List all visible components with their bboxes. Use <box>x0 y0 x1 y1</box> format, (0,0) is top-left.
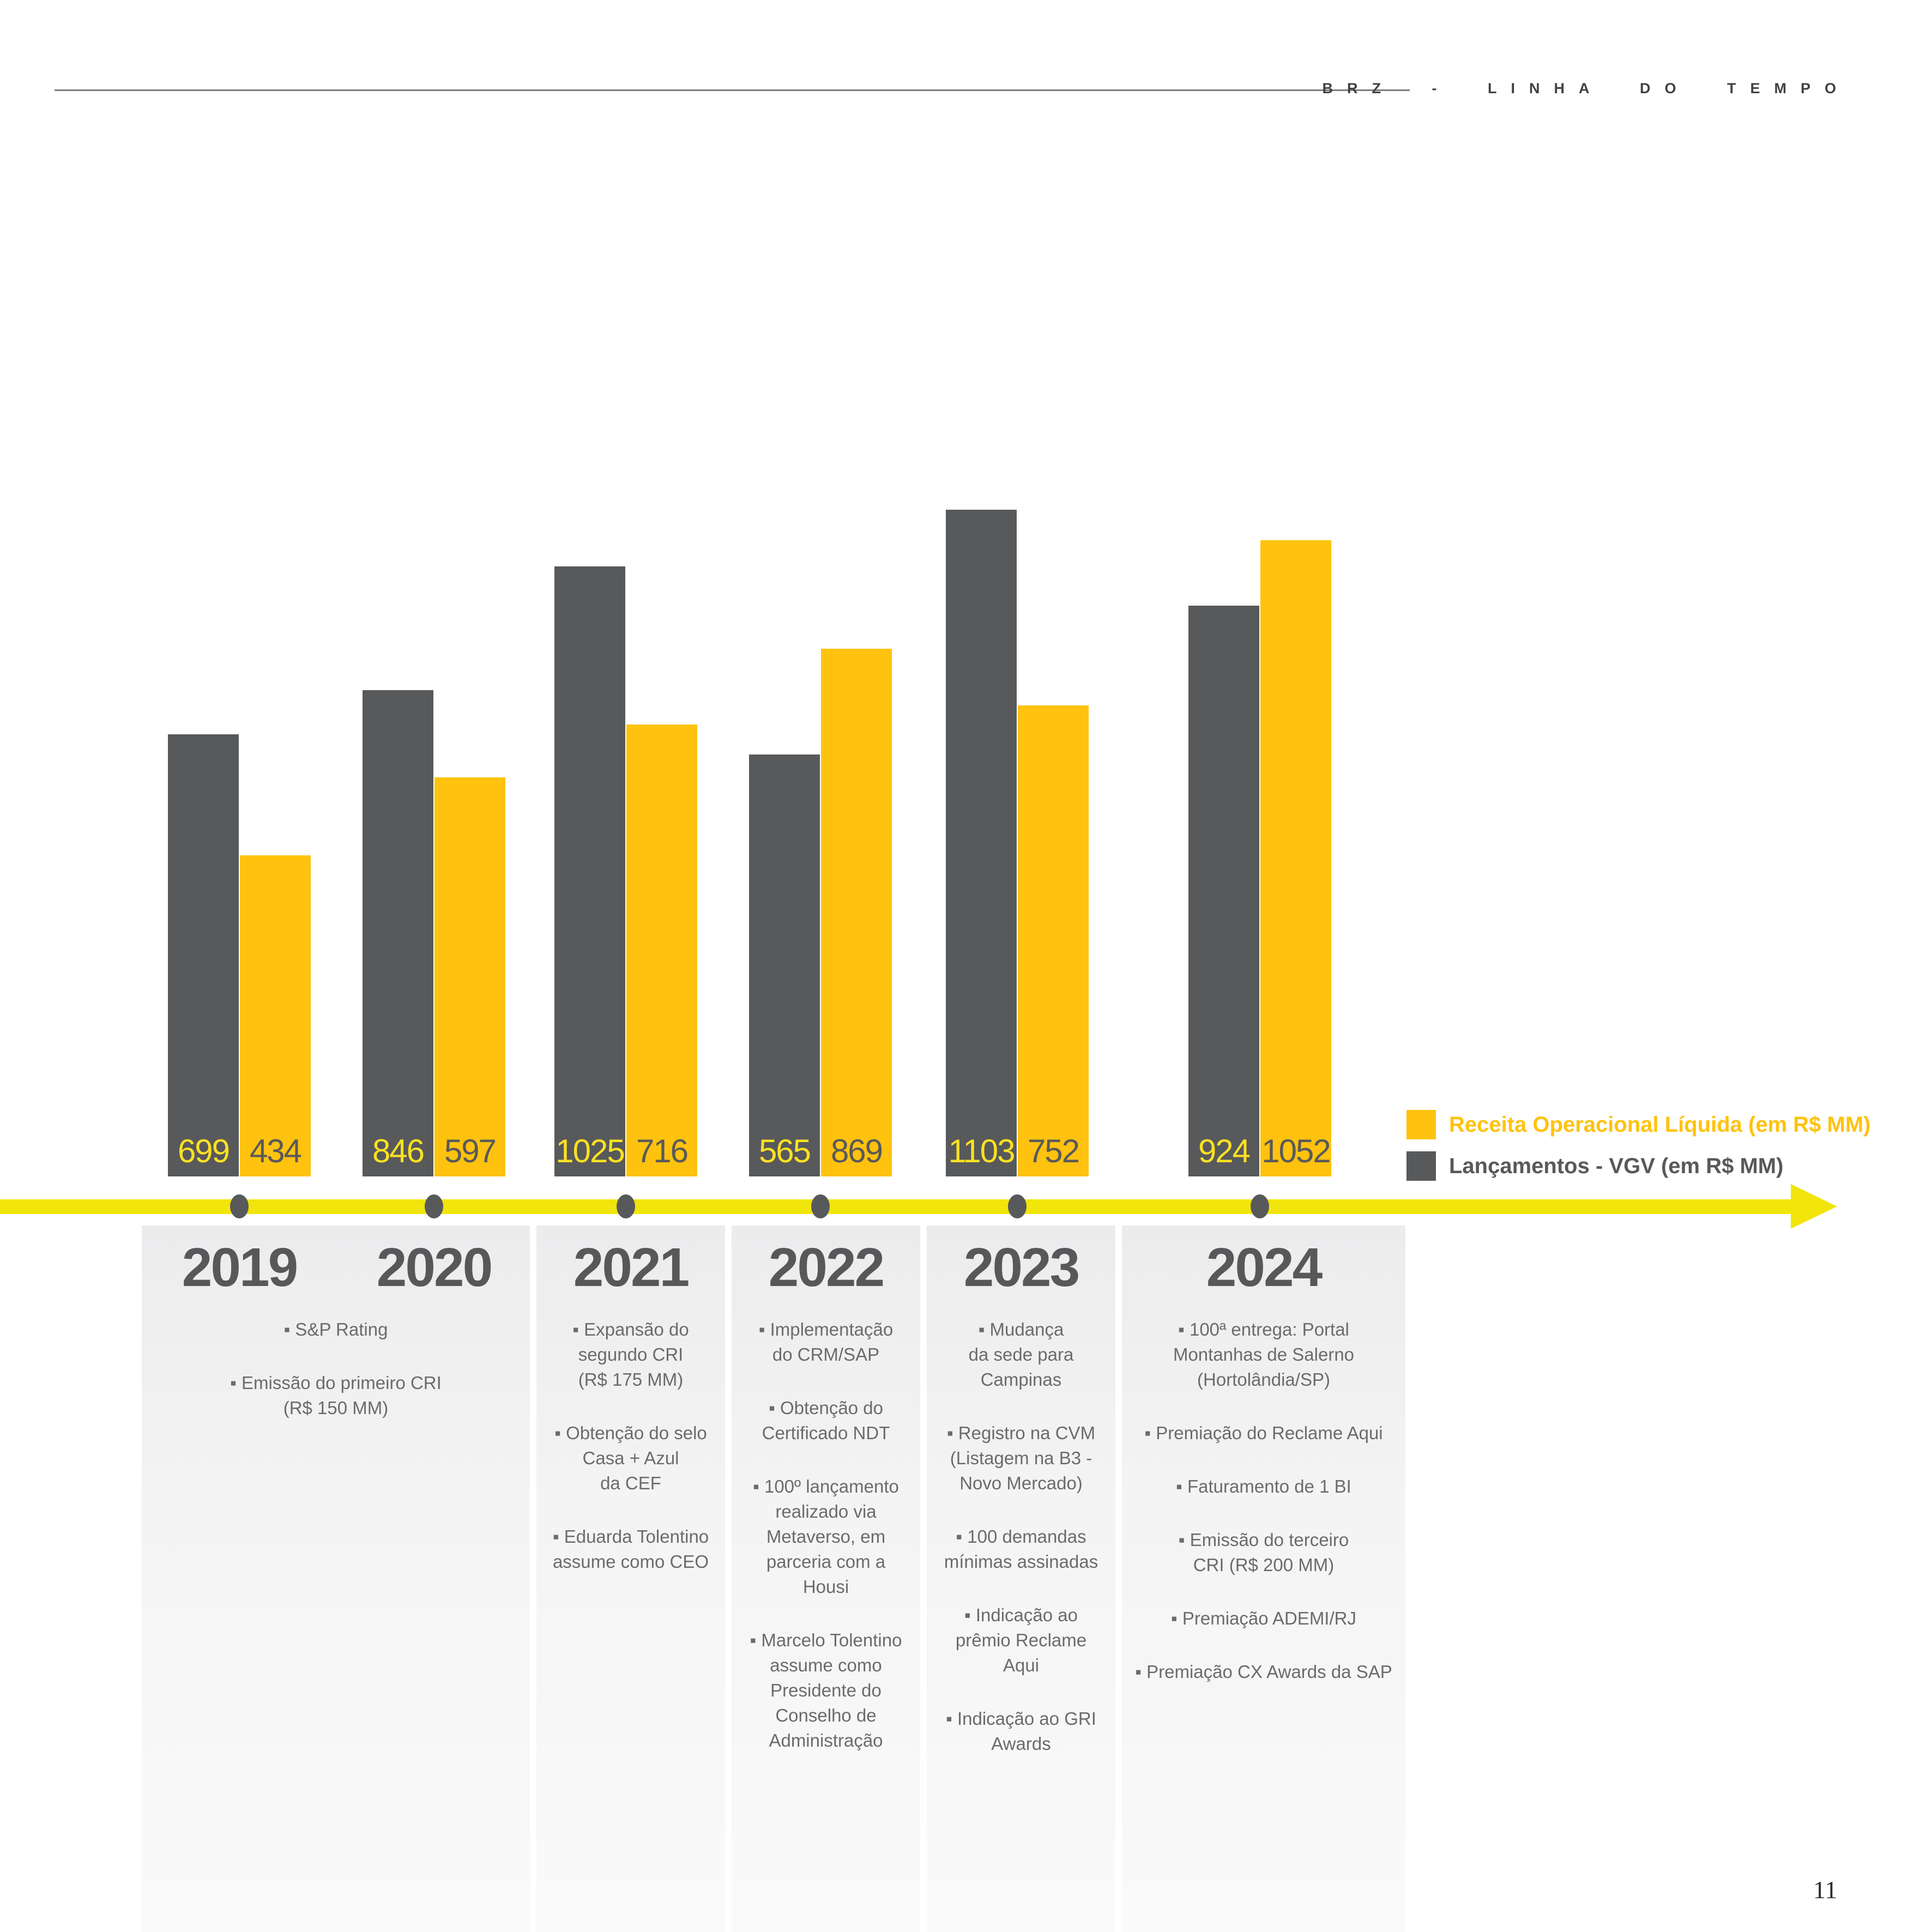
milestone-item: ▪ Obtenção do selo Casa + Azul da CEF <box>554 1423 707 1493</box>
milestone-item: ▪ Registro na CVM (Listagem na B3 - Novo… <box>946 1423 1096 1493</box>
bar-value-label: 597 <box>444 1133 497 1169</box>
chart-legend: Receita Operacional Líquida (em R$ MM) La… <box>1406 1110 1871 1193</box>
year-panel-2023: 2023 ▪ Mudança da sede para Campinas ▪ Reg… <box>927 1225 1115 1932</box>
vgv-bar-2020: 846 <box>363 690 433 1176</box>
vgv-bar-2024: 924 <box>1188 606 1259 1176</box>
receita-bar-2020: 597 <box>434 777 505 1176</box>
milestone-item: ▪ Expansão do segundo CRI (R$ 175 MM) <box>572 1319 689 1390</box>
bar-value-label: 434 <box>249 1133 302 1169</box>
bar-value-label: 565 <box>758 1133 811 1169</box>
milestone-item: ▪ Faturamento de 1 BI <box>1176 1476 1351 1496</box>
milestone-list: ▪ Implementação do CRM/SAP ▪ Obtenção do … <box>732 1317 920 1782</box>
vgv-bar-2021: 1025 <box>554 566 625 1176</box>
year-label-2022: 2022 <box>768 1237 885 1298</box>
timeline-dot-2020 <box>425 1194 443 1218</box>
milestone-list: ▪ Expansão do segundo CRI (R$ 175 MM) ▪ O… <box>536 1317 725 1603</box>
year-label-2024: 2024 <box>1206 1237 1323 1298</box>
milestone-item: ▪ Marcelo Tolentino assume como Presiden… <box>750 1630 902 1750</box>
year-label-2023: 2023 <box>963 1237 1080 1298</box>
milestone-item: ▪ S&P Rating <box>283 1319 388 1339</box>
year-label-2020: 2020 <box>376 1237 493 1298</box>
legend-label-receita: Receita Operacional Líquida (em R$ MM) <box>1449 1112 1871 1137</box>
page-title: BRZ - LINHA DO TEMPO <box>1322 80 1850 96</box>
receita-bar-2022: 869 <box>821 649 892 1176</box>
year-panel-2019-2020: 2019 2020 ▪ S&P Rating ▪ Emissão do primeir… <box>142 1225 530 1932</box>
header-rule <box>55 89 1410 91</box>
milestone-item: ▪ Indicação ao GRI Awards <box>946 1708 1096 1754</box>
timeline-arrowhead-icon <box>1791 1184 1837 1229</box>
legend-label-vgv: Lançamentos - VGV (em R$ MM) <box>1449 1154 1784 1178</box>
timeline-dot-2022 <box>811 1194 830 1218</box>
receita-bar-2023: 752 <box>1018 705 1089 1176</box>
timeline-dot-2021 <box>617 1194 635 1218</box>
bar-value-label: 846 <box>372 1133 425 1169</box>
bar-value-label: 924 <box>1198 1133 1251 1169</box>
vgv-bar-2019: 699 <box>168 734 239 1176</box>
receita-bar-2019: 434 <box>240 855 311 1176</box>
legend-swatch-receita <box>1406 1110 1436 1139</box>
milestone-item: ▪ 100 demandas mínimas assinadas <box>944 1526 1098 1572</box>
milestone-item: ▪ 100ª entrega: Portal Montanhas de Sale… <box>1173 1319 1355 1390</box>
bar-value-label: 752 <box>1027 1133 1080 1169</box>
milestone-item: ▪ Emissão do primeiro CRI (R$ 150 MM) <box>230 1373 442 1418</box>
legend-item-vgv: Lançamentos - VGV (em R$ MM) <box>1406 1151 1871 1181</box>
milestone-item: ▪ Obtenção do Certificado NDT <box>762 1398 890 1443</box>
timeline-dot-2024 <box>1251 1194 1269 1218</box>
vgv-bar-2023: 1103 <box>946 510 1017 1176</box>
year-panel-2024: 2024 ▪ 100ª entrega: Portal Montanhas de … <box>1122 1225 1405 1932</box>
vgv-bar-2022: 565 <box>749 754 820 1176</box>
bar-value-label: 1052 <box>1261 1133 1331 1169</box>
page-number: 11 <box>1813 1876 1838 1904</box>
year-panel-2021: 2021 ▪ Expansão do segundo CRI (R$ 175 MM… <box>536 1225 725 1932</box>
milestone-item: ▪ Eduarda Tolentino assume como CEO <box>552 1526 709 1572</box>
timeline-dot-2019 <box>230 1194 249 1218</box>
bar-value-label: 869 <box>830 1133 883 1169</box>
timeline-dot-2023 <box>1008 1194 1027 1218</box>
milestone-item: ▪ Mudança da sede para Campinas <box>968 1319 1074 1390</box>
bar-value-label: 716 <box>636 1133 689 1169</box>
bar-value-label: 1103 <box>948 1133 1015 1169</box>
legend-item-receita: Receita Operacional Líquida (em R$ MM) <box>1406 1110 1871 1139</box>
timeline-axis <box>0 1199 1791 1214</box>
year-label-2021: 2021 <box>573 1237 690 1298</box>
milestone-item: ▪ Premiação ADEMI/RJ <box>1171 1608 1356 1628</box>
milestone-item: ▪ Indicação ao prêmio Reclame Aqui <box>955 1605 1087 1675</box>
milestone-item: ▪ Emissão do terceiro CRI (R$ 200 MM) <box>1178 1530 1349 1575</box>
legend-swatch-vgv <box>1406 1151 1436 1181</box>
milestone-list: ▪ Mudança da sede para Campinas ▪ Registr… <box>927 1317 1115 1785</box>
year-panel-2022: 2022 ▪ Implementação do CRM/SAP ▪ Obtenção… <box>732 1225 920 1932</box>
milestone-item: ▪ 100º lançamento realizado via Metavers… <box>753 1476 899 1597</box>
receita-bar-2024: 1052 <box>1260 540 1331 1176</box>
year-label-2019: 2019 <box>182 1237 298 1298</box>
receita-bar-2021: 716 <box>626 724 697 1176</box>
bar-value-label: 699 <box>177 1133 230 1169</box>
milestone-item: ▪ Premiação do Reclame Aqui <box>1144 1423 1383 1443</box>
milestone-list: ▪ 100ª entrega: Portal Montanhas de Sale… <box>1122 1317 1405 1713</box>
milestone-item: ▪ Implementação do CRM/SAP <box>758 1319 893 1365</box>
milestone-item: ▪ Premiação CX Awards da SAP <box>1135 1662 1392 1682</box>
milestone-list: ▪ S&P Rating ▪ Emissão do primeiro CRI (R… <box>142 1317 530 1449</box>
bar-value-label: 1025 <box>556 1133 625 1169</box>
